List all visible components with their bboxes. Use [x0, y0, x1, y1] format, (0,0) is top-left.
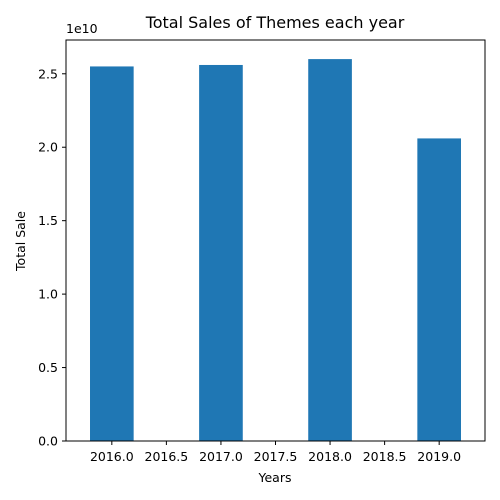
y-tick-label: 1.0: [38, 287, 58, 302]
x-tick-label: 2016.5: [145, 449, 189, 464]
y-tick-label: 2.0: [38, 140, 58, 155]
bar-2019: [417, 138, 461, 441]
y-tick-label: 2.5: [38, 66, 58, 81]
y-axis-label: Total Sale: [13, 211, 28, 272]
y-tick-label: 0.5: [38, 360, 58, 375]
x-axis-label: Years: [258, 470, 292, 485]
y-axis-offset-label: 1e10: [66, 21, 98, 36]
x-tick-label: 2017.5: [254, 449, 298, 464]
bar-2016: [90, 66, 134, 441]
x-tick-label: 2018.0: [308, 449, 352, 464]
x-tick-label: 2019.0: [417, 449, 461, 464]
x-axis-ticks: 2016.0 2016.5 2017.0 2017.5 2018.0 2018.5 2019…: [90, 441, 461, 464]
y-tick-label: 1.5: [38, 213, 58, 228]
bar-2017: [199, 65, 243, 441]
bars-group: [90, 59, 461, 441]
y-tick-label: 0.0: [38, 434, 58, 449]
y-axis-ticks: 0.0 0.5 1.0 1.5 2.0 2.5: [38, 66, 66, 448]
bar-2018: [308, 59, 352, 441]
x-tick-label: 2017.0: [199, 449, 243, 464]
x-tick-label: 2018.5: [363, 449, 407, 464]
x-tick-label: 2016.0: [90, 449, 134, 464]
chart-title: Total Sales of Themes each year: [145, 13, 405, 32]
